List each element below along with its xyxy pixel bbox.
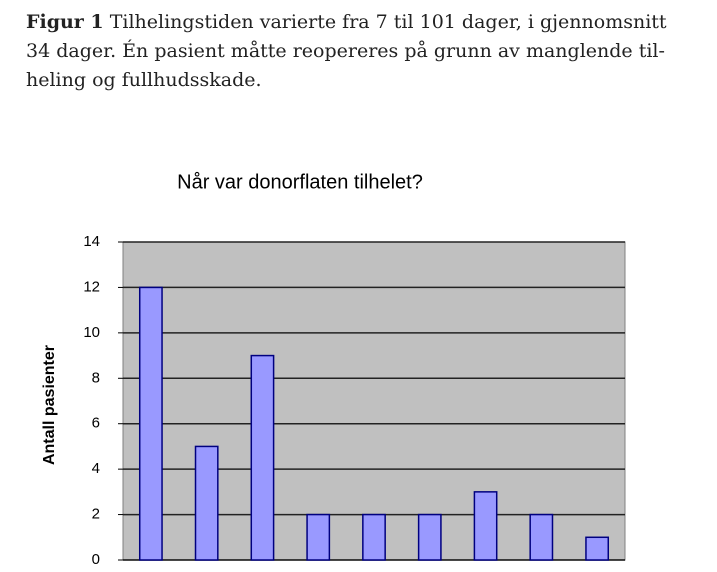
caption-line: Figur 1 Tilhelingstiden varierte fra 7 t… (26, 8, 706, 37)
bar (362, 513, 386, 561)
bar (138, 286, 163, 561)
caption-text: Tilhelingstiden varierte fra 7 til 101 d… (109, 11, 667, 33)
bar (529, 513, 554, 561)
bar (585, 536, 610, 561)
bar (194, 445, 219, 561)
caption-line: 34 dager. Én pasient måtte reopereres på… (26, 40, 665, 62)
y-axis-label: Antall pasienter (41, 345, 58, 465)
y-tick-label: 6 (92, 415, 100, 432)
y-tick-label: 4 (92, 460, 100, 477)
bar (473, 491, 498, 561)
caption-label: Figur 1 (26, 11, 104, 33)
bar (250, 354, 275, 561)
y-tick-label: 10 (83, 324, 100, 341)
bar (306, 513, 331, 561)
y-tick-label: 2 (92, 506, 100, 523)
chart-title: Når var donorflaten tilhelet? (177, 171, 423, 193)
y-tick-label: 14 (83, 233, 100, 250)
y-tick-label: 8 (92, 369, 100, 386)
y-tick-label: 12 (83, 278, 100, 295)
caption: Figur 1 Tilhelingstiden varierte fra 7 t… (26, 8, 706, 95)
caption-line: heling og fullhudsskade. (26, 69, 262, 91)
y-tick-label: 0 (92, 551, 100, 568)
bar (417, 513, 442, 561)
